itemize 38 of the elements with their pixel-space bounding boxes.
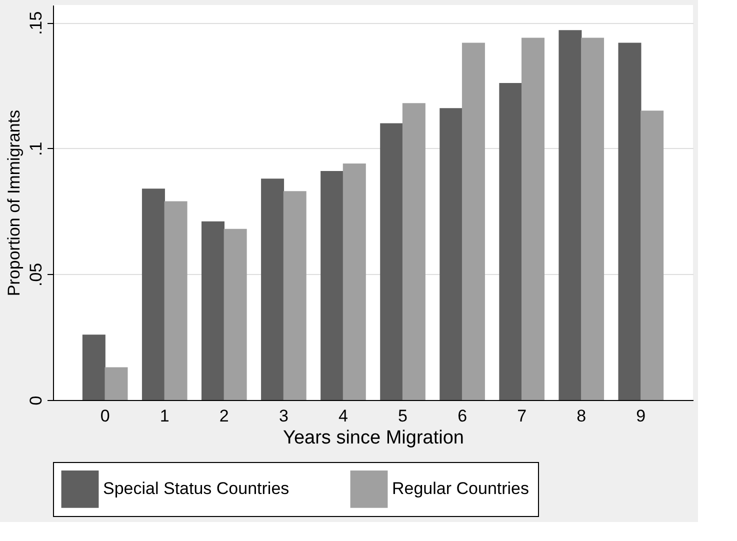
legend-label: Special Status Countries	[103, 479, 290, 498]
bar	[142, 188, 165, 400]
bar	[380, 123, 404, 400]
bar	[402, 103, 426, 400]
x-tick-label: 5	[398, 406, 408, 426]
x-tick-label: 2	[219, 406, 229, 426]
bar	[558, 30, 582, 400]
x-tick-label: 7	[517, 406, 527, 426]
bar	[283, 191, 306, 400]
bar	[640, 110, 664, 400]
x-tick-label: 3	[278, 406, 288, 426]
bar	[581, 38, 604, 400]
y-axis-title: Proportion of Immigrants	[4, 110, 24, 296]
bar	[462, 42, 485, 400]
y-tick-label: .1	[26, 142, 46, 156]
bar	[261, 178, 284, 400]
bar	[618, 42, 642, 400]
x-tick-label: 8	[576, 406, 586, 426]
x-tick-label: 0	[100, 406, 110, 426]
bar	[224, 228, 247, 400]
bar	[499, 82, 522, 400]
x-tick-label: 6	[458, 406, 468, 426]
bar	[440, 108, 463, 400]
bar	[342, 164, 366, 400]
x-axis-title: Years since Migration	[283, 428, 464, 448]
bar	[82, 334, 106, 400]
x-tick-label: 9	[636, 406, 646, 426]
y-tick-label: .15	[26, 11, 46, 35]
bar	[104, 367, 128, 400]
x-tick-label: 4	[338, 406, 348, 426]
x-tick-label: 1	[160, 406, 170, 426]
bar	[164, 201, 188, 400]
y-tick-label: .05	[26, 262, 46, 287]
legend-label: Regular Countries	[392, 479, 530, 498]
y-tick-label: 0	[26, 396, 46, 406]
bar	[320, 171, 344, 400]
bar	[522, 38, 544, 400]
bar	[202, 221, 224, 400]
